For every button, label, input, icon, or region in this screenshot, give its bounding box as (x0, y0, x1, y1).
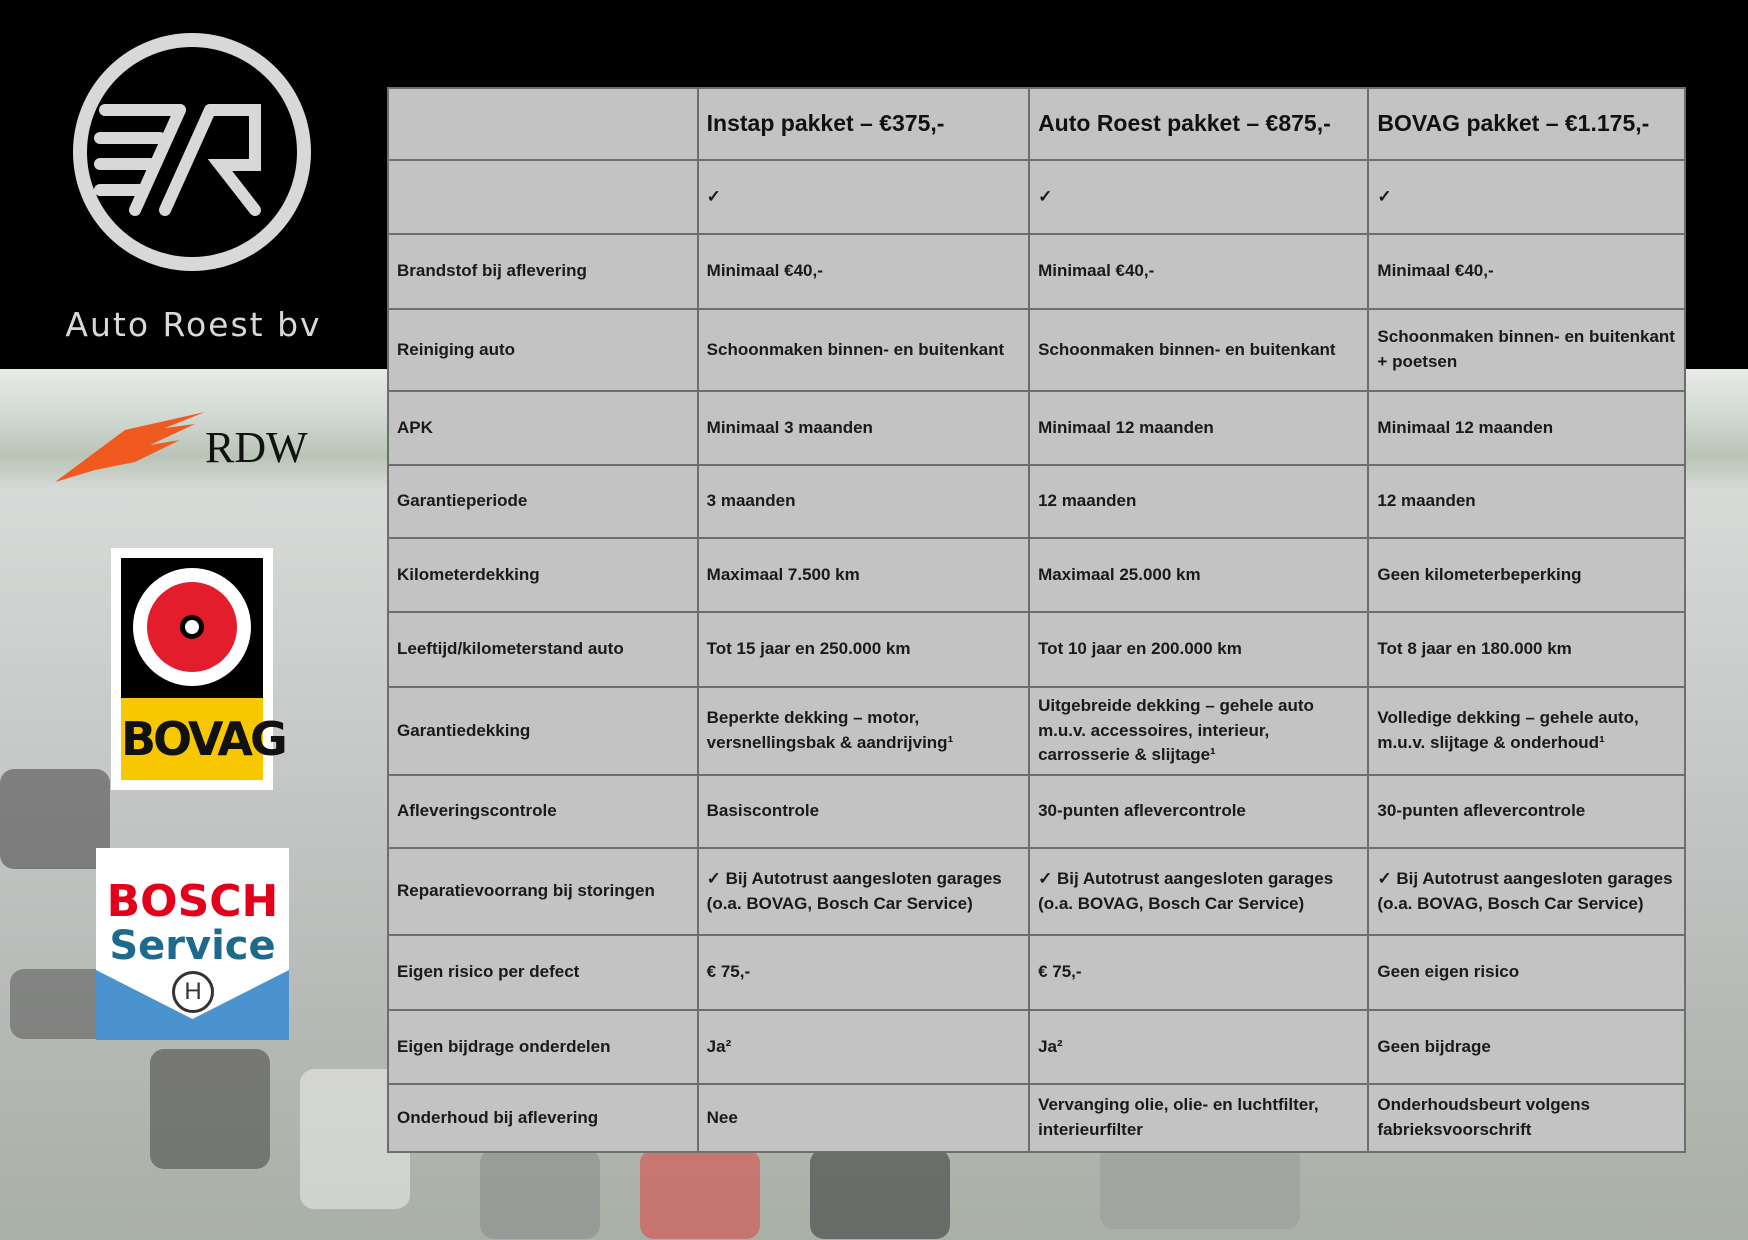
cell: Schoonmaken binnen- en buitenkant (696, 308, 1031, 392)
cell: Minimaal €40,- (1028, 233, 1370, 310)
table-row: Reparatievoorrang bij storingen ✓ Bij Aut… (387, 847, 1686, 936)
table-row: ✓ ✓ ✓ (387, 159, 1686, 235)
cell: Onderhoudsbeurt volgens fabrieksvoorschr… (1367, 1083, 1686, 1153)
row-label: APK (387, 390, 699, 466)
cell: Uitgebreide dekking – gehele auto m.u.v.… (1028, 686, 1370, 776)
header-bovag: BOVAG pakket – €1.175,- (1367, 87, 1686, 161)
table-row: Garantiedekking Beperkte dekking – motor,… (387, 686, 1686, 776)
cell: Ja² (1028, 1009, 1370, 1085)
cell: 3 maanden (696, 464, 1031, 539)
cell: ✓ (1367, 159, 1686, 235)
rdw-logo: RDW (55, 410, 335, 485)
header-empty (387, 87, 699, 161)
cell: 30-punten aflevercontrole (1028, 774, 1370, 849)
cell: Basiscontrole (696, 774, 1031, 849)
table-row: Onderhoud bij aflevering Nee Vervanging ol… (387, 1083, 1686, 1153)
table-header-row: Instap pakket – €375,- Auto Roest pakket… (387, 87, 1686, 161)
cell: Minimaal 12 maanden (1367, 390, 1686, 466)
cell: Minimaal 3 maanden (696, 390, 1031, 466)
table-row: Brandstof bij aflevering Minimaal €40,- Mi… (387, 233, 1686, 310)
bosch-armature-icon: H (172, 971, 214, 1013)
row-label: Leeftijd/kilometerstand auto (387, 611, 699, 688)
cell: Volledige dekking – gehele auto, m.u.v. … (1367, 686, 1686, 776)
cell: Maximaal 25.000 km (1028, 537, 1370, 613)
cell: Minimaal €40,- (1367, 233, 1686, 310)
bosch-label: BOSCH (106, 876, 279, 927)
bovag-logo: BOVAG (111, 548, 288, 790)
cell: Tot 8 jaar en 180.000 km (1367, 611, 1686, 688)
table-row: Afleveringscontrole Basiscontrole 30-punte… (387, 774, 1686, 849)
table-row: Eigen risico per defect € 75,- € 75,- Geen … (387, 934, 1686, 1011)
row-label: Kilometerdekking (387, 537, 699, 613)
cell: 30-punten aflevercontrole (1367, 774, 1686, 849)
cell: ✓ Bij Autotrust aangesloten garages (o.a… (1367, 847, 1686, 936)
cell: Beperkte dekking – motor, versnellingsba… (696, 686, 1031, 776)
cell: Schoonmaken binnen- en buitenkant + poet… (1367, 308, 1686, 392)
cell: Minimaal 12 maanden (1028, 390, 1370, 466)
table-row: Eigen bijdrage onderdelen Ja² Ja² Geen bijd… (387, 1009, 1686, 1085)
bosch-service-logo: BOSCH Service H (96, 848, 289, 1040)
row-label: Reparatievoorrang bij storingen (387, 847, 699, 936)
cell: 12 maanden (1367, 464, 1686, 539)
package-comparison-table: Instap pakket – €375,- Auto Roest pakket… (387, 87, 1686, 1153)
auto-roest-logo-icon (73, 33, 311, 271)
cell: ✓ (1028, 159, 1370, 235)
row-label: Eigen risico per defect (387, 934, 699, 1011)
table-row: APK Minimaal 3 maanden Minimaal 12 maanden… (387, 390, 1686, 466)
cell: Minimaal €40,- (696, 233, 1031, 310)
row-label: Reiniging auto (387, 308, 699, 392)
table-row: Leeftijd/kilometerstand auto Tot 15 jaar … (387, 611, 1686, 688)
cell: Schoonmaken binnen- en buitenkant (1028, 308, 1370, 392)
table-row: Reiniging auto Schoonmaken binnen- en bui… (387, 308, 1686, 392)
row-label: Onderhoud bij aflevering (387, 1083, 699, 1153)
rdw-label: RDW (205, 423, 308, 472)
cell: Geen eigen risico (1367, 934, 1686, 1011)
cell: Ja² (696, 1009, 1031, 1085)
header-auto-roest: Auto Roest pakket – €875,- (1028, 87, 1370, 161)
table-row: Kilometerdekking Maximaal 7.500 km Maximaa… (387, 537, 1686, 613)
cell: ✓ Bij Autotrust aangesloten garages (o.a… (1028, 847, 1370, 936)
table-row: Garantieperiode 3 maanden 12 maanden 12 maa… (387, 464, 1686, 539)
cell: Geen kilometerbeperking (1367, 537, 1686, 613)
cell: Vervanging olie, olie- en luchtfilter, i… (1028, 1083, 1370, 1153)
brand-name: Auto Roest bv (65, 305, 322, 344)
cell: ✓ (696, 159, 1031, 235)
cell: € 75,- (1028, 934, 1370, 1011)
bovag-label: BOVAG (121, 698, 288, 780)
cell: Nee (696, 1083, 1031, 1153)
cell: 12 maanden (1028, 464, 1370, 539)
row-label: Eigen bijdrage onderdelen (387, 1009, 699, 1085)
row-label (387, 159, 699, 235)
row-label: Brandstof bij aflevering (387, 233, 699, 310)
cell: Geen bijdrage (1367, 1009, 1686, 1085)
row-label: Garantiedekking (387, 686, 699, 776)
cell: Tot 15 jaar en 250.000 km (696, 611, 1031, 688)
cell: ✓ Bij Autotrust aangesloten garages (o.a… (696, 847, 1031, 936)
cell: Tot 10 jaar en 200.000 km (1028, 611, 1370, 688)
rdw-wing-icon (55, 412, 205, 482)
row-label: Garantieperiode (387, 464, 699, 539)
cell: € 75,- (696, 934, 1031, 1011)
service-label: Service (109, 923, 276, 969)
cell: Maximaal 7.500 km (696, 537, 1031, 613)
header-instap: Instap pakket – €375,- (696, 87, 1031, 161)
row-label: Afleveringscontrole (387, 774, 699, 849)
